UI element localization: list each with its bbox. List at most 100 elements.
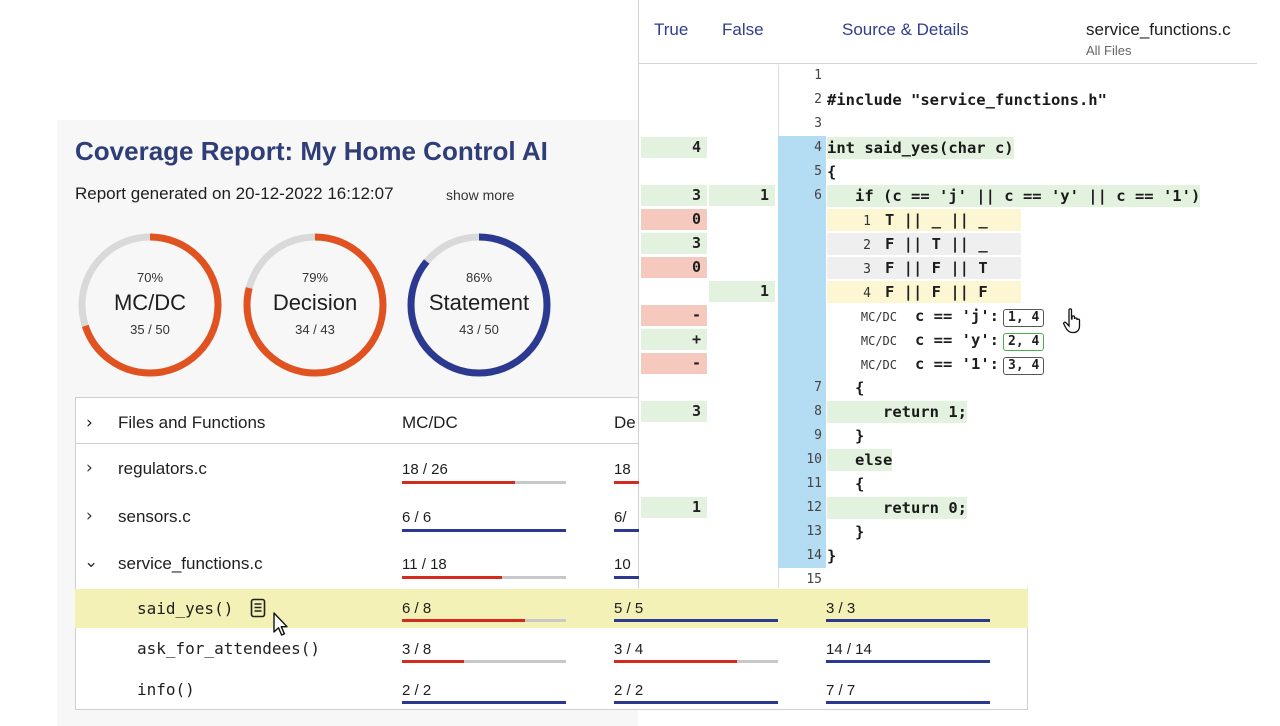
gauge-fraction: 43 / 50 — [459, 322, 499, 337]
decision-bar — [614, 660, 778, 663]
code-line: { — [827, 379, 865, 397]
statement-value: 7 / 7 — [826, 682, 856, 699]
mcdc-value: 11 / 18 — [402, 556, 447, 573]
decision-column-header[interactable]: De — [614, 413, 636, 432]
mcdc-bar — [402, 481, 566, 484]
files-column-header[interactable]: Files and Functions — [118, 413, 266, 432]
line-number: 5 — [814, 164, 822, 179]
decision-value: 5 / 5 — [614, 600, 644, 617]
mcdc-pair[interactable]: 2, 4 — [1003, 333, 1045, 351]
true-count: 3 — [641, 401, 707, 422]
line-number: 9 — [814, 428, 822, 443]
table-header: › Files and Functions MC/DC De — [76, 398, 639, 444]
bar-fill — [402, 619, 525, 622]
statement-bar — [826, 660, 990, 663]
file-name[interactable]: regulators.c — [118, 459, 207, 478]
bar-fill — [402, 701, 566, 704]
line-number: 13 — [806, 524, 822, 539]
details-column-header[interactable]: Source & Details — [842, 20, 969, 39]
code-line: } — [827, 547, 837, 565]
bar-fill — [826, 660, 990, 663]
condition-expr: T || _ || _ — [885, 211, 988, 229]
table-row-service-functions[interactable]: ⌄ service_functions.c 11 / 18 10 — [76, 540, 639, 587]
true-count: 0 — [641, 209, 707, 230]
gauge-percent: 86% — [465, 270, 493, 285]
mcdc-status: + — [641, 329, 707, 350]
gauge-ring — [407, 233, 551, 377]
line-number: 12 — [806, 500, 822, 515]
gauge-percent: 70% — [136, 270, 164, 285]
hand-cursor-icon — [1063, 308, 1081, 334]
code-line: } — [827, 523, 865, 541]
mcdc-column-header[interactable]: MC/DC — [402, 413, 458, 432]
bar-fill — [402, 481, 516, 484]
gauge-name: Decision — [272, 290, 358, 315]
document-icon[interactable] — [250, 598, 266, 618]
chevron-right-icon[interactable]: › — [86, 458, 93, 478]
file-name[interactable]: service_functions.c — [118, 554, 263, 573]
file-title: service_functions.c — [1086, 20, 1231, 39]
mcdc-value: 2 / 2 — [402, 682, 432, 699]
mouse-pointer-icon — [273, 612, 288, 636]
gauge-statement: 86% Statement 43 / 50 — [404, 230, 554, 380]
mcdc-bar — [402, 529, 566, 532]
gauge-percent: 79% — [301, 270, 329, 285]
mcdc-pair[interactable]: 3, 4 — [1003, 357, 1045, 375]
mcdc-pair[interactable]: 1, 4 — [1003, 309, 1045, 327]
condition-expr: F || T || _ — [885, 235, 988, 253]
line-number: 11 — [806, 476, 822, 491]
table-row-regulators[interactable]: › regulators.c 18 / 26 18 — [76, 445, 639, 492]
decision-bar — [614, 529, 639, 532]
source-header: True False Source & Details service_func… — [639, 0, 1257, 64]
statement-value: 14 / 14 — [826, 641, 872, 658]
code-line: int said_yes(char c) — [827, 137, 1014, 159]
true-count: 3 — [641, 185, 707, 206]
report-title: Coverage Report: My Home Control AI — [75, 136, 548, 166]
decision-cell: 10 — [614, 556, 639, 579]
files-table: › Files and Functions MC/DC De › regulat… — [75, 397, 639, 589]
statement-bar — [826, 701, 990, 704]
chevron-down-icon[interactable]: ⌄ — [84, 552, 99, 572]
condition-number: 3 — [863, 262, 871, 277]
function-name[interactable]: ask_for_attendees() — [137, 639, 321, 658]
decision-value: 2 / 2 — [614, 682, 644, 699]
statement-bar — [826, 619, 990, 622]
table-row-sensors[interactable]: › sensors.c 6 / 6 6/ — [76, 493, 639, 540]
gauge-ring — [78, 233, 222, 377]
condition-row: 3 F || F || T — [827, 257, 1021, 279]
chevron-right-icon[interactable]: › — [86, 413, 93, 433]
function-row[interactable]: said_yes() 6 / 8 5 / 5 3 / 3 — [75, 589, 1028, 628]
line-number: 4 — [814, 140, 822, 155]
function-row[interactable]: ask_for_attendees() 3 / 8 3 / 4 14 / 14 — [75, 629, 1028, 669]
mcdc-label: MC/DC — [860, 358, 897, 372]
coverage-table: › Files and Functions MC/DC De › regulat… — [75, 397, 1028, 710]
gauge-name: Statement — [428, 290, 530, 315]
function-name[interactable]: info() — [137, 680, 195, 699]
function-row[interactable]: info() 2 / 2 2 / 2 7 / 7 — [75, 670, 1028, 710]
line-number: 14 — [806, 548, 822, 563]
mcdc-value: 3 / 8 — [402, 641, 432, 658]
line-number: 2 — [814, 92, 822, 107]
false-column-header[interactable]: False — [722, 20, 764, 39]
function-highlight-band — [778, 136, 826, 568]
code-line: { — [827, 163, 837, 181]
show-more-link[interactable]: show more — [446, 187, 515, 203]
false-count: 1 — [709, 281, 775, 302]
code-line: return 1; — [827, 401, 967, 423]
gauge-fraction: 35 / 50 — [130, 322, 170, 337]
gauge-arc — [407, 233, 551, 377]
chevron-right-icon[interactable]: › — [86, 506, 93, 526]
mcdc-row: MC/DC c == '1': 3, 4 — [827, 353, 1045, 375]
true-column-header[interactable]: True — [654, 20, 689, 39]
file-name[interactable]: sensors.c — [118, 507, 191, 526]
bar-fill — [402, 660, 464, 663]
function-name[interactable]: said_yes() — [137, 599, 234, 618]
mcdc-bar — [402, 619, 566, 622]
decision-bar — [614, 576, 639, 579]
mcdc-expr: c == '1': — [915, 355, 999, 373]
file-subtitle[interactable]: All Files — [1086, 43, 1132, 58]
gauge-name: MC/DC — [113, 290, 187, 315]
bar-fill — [614, 619, 778, 622]
line-number: 1 — [814, 68, 822, 83]
gauge-mcdc: 70% MC/DC 35 / 50 — [75, 230, 225, 380]
